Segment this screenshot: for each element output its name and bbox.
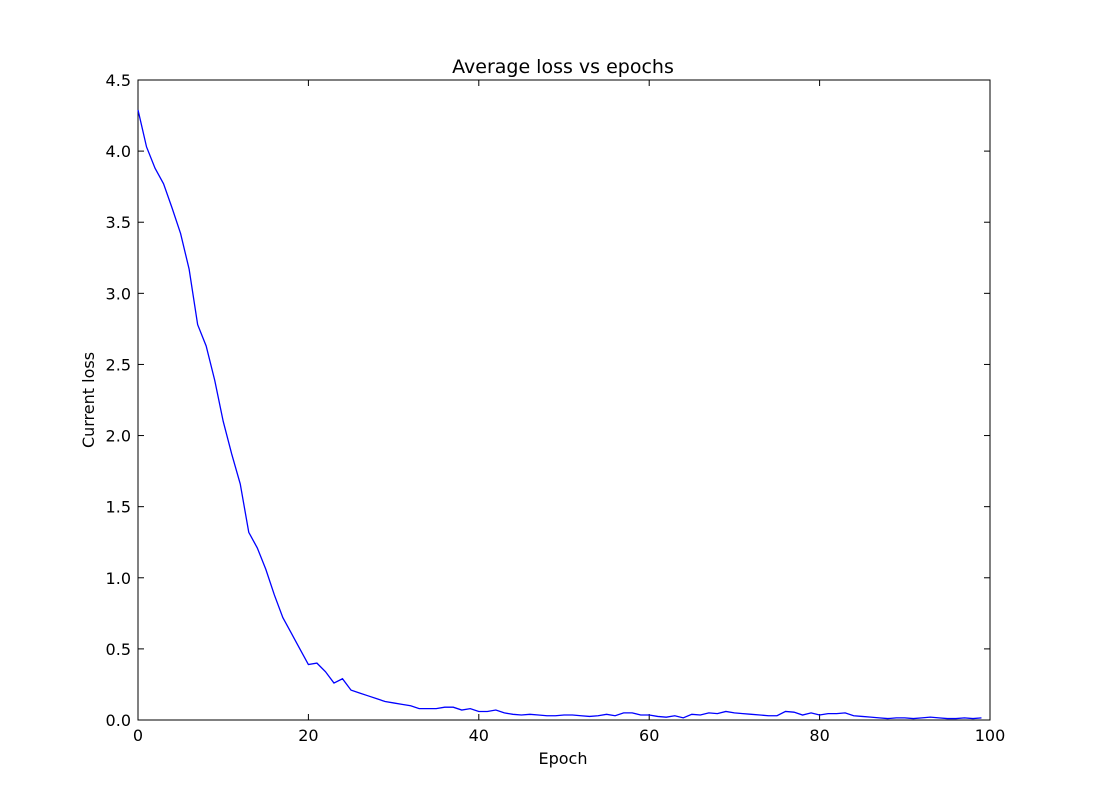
x-tick-label: 20 [298,726,318,745]
y-tick-label: 2.5 [106,355,131,374]
x-tick-label: 60 [639,726,659,745]
x-axis-label: Epoch [539,749,588,768]
x-tick-label: 80 [809,726,829,745]
y-tick-label: 0.0 [106,711,131,730]
y-tick-label: 0.5 [106,640,131,659]
y-tick-label: 4.0 [106,142,131,161]
plot-area [137,79,991,721]
x-tick-label: 100 [975,726,1006,745]
y-tick-label: 3.0 [106,284,131,303]
y-tick-label: 1.0 [106,569,131,588]
chart-title: Average loss vs epochs [452,56,674,78]
y-axis-label: Current loss [79,352,98,448]
x-tick-labels: 0 20 40 60 80 100 [133,726,1005,745]
x-tick-label: 0 [133,726,143,745]
tick-marks [137,79,991,721]
x-tick-label: 40 [469,726,489,745]
y-tick-label: 4.5 [106,71,131,90]
series-line-loss [137,109,982,720]
y-tick-label: 1.5 [106,498,131,517]
y-tick-label: 3.5 [106,213,131,232]
y-tick-labels: 0.0 0.5 1.0 1.5 2.0 2.5 3.0 3.5 4.0 4.5 [106,71,131,730]
y-tick-label: 2.0 [106,427,131,446]
